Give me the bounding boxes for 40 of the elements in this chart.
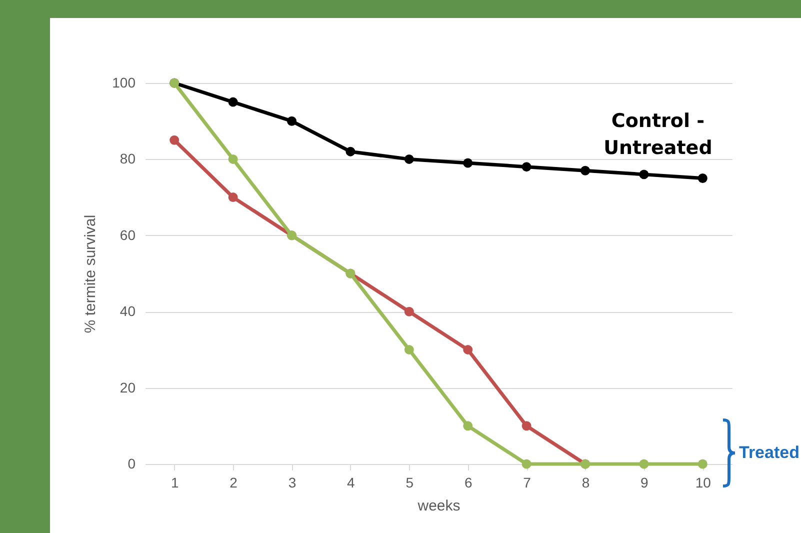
point (463, 421, 473, 431)
x-tick-label: 5 (406, 474, 414, 490)
x-tick-label: 7 (523, 474, 532, 490)
series-label: Control - Untreated (604, 110, 712, 160)
point (170, 135, 180, 145)
point (346, 146, 356, 156)
point (404, 306, 414, 316)
x-tick-label: 1 (170, 474, 179, 490)
point (698, 174, 708, 183)
x-tick-label: 10 (695, 474, 712, 490)
y-tick-label: 100 (112, 74, 136, 90)
y-tick-label: 40 (120, 303, 136, 320)
point (522, 459, 532, 469)
y-tick-label: 20 (120, 379, 136, 396)
y-tick-label: 0 (128, 456, 136, 472)
x-tick-label: 6 (464, 474, 472, 490)
point (698, 459, 708, 469)
x-tick-label: 3 (288, 474, 296, 490)
point (463, 158, 473, 168)
point (404, 154, 414, 164)
point (639, 170, 649, 180)
point (522, 421, 532, 431)
point (228, 97, 238, 107)
y-tick-label: 80 (120, 150, 136, 167)
x-tick-label: 2 (230, 474, 238, 490)
point (580, 166, 590, 176)
point (287, 116, 296, 126)
x-tick-label: 4 (347, 474, 356, 490)
point (639, 459, 649, 469)
point (228, 192, 238, 202)
x-tick-label: 9 (640, 474, 649, 490)
x-tick-label: 8 (582, 474, 590, 490)
y-tick-label: 60 (120, 226, 136, 243)
point (522, 162, 532, 172)
point (463, 344, 473, 354)
y-axis-title: % termite survival (82, 214, 100, 334)
text: Treated (739, 443, 800, 463)
point (404, 344, 414, 354)
x-axis-title: weeks (416, 498, 460, 514)
point (228, 154, 238, 164)
